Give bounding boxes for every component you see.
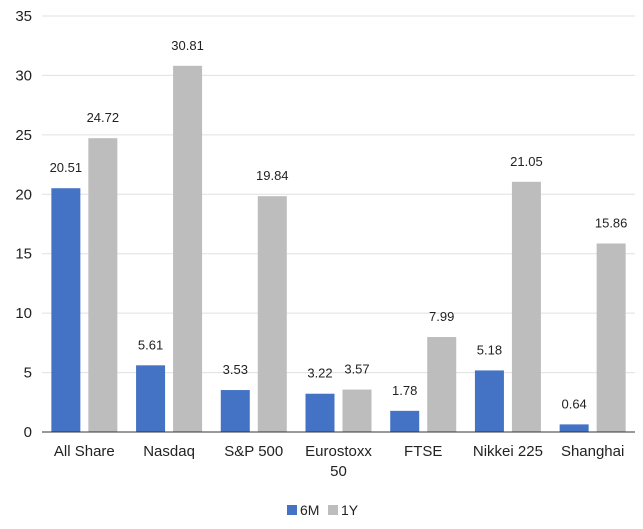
legend-swatch-1y (328, 505, 338, 515)
bar-1y (597, 243, 626, 432)
y-axis-ticks: 0 5 10 15 20 25 30 35 (15, 8, 32, 441)
category-label: Nasdaq (143, 443, 195, 460)
category-label: S&P 500 (224, 443, 283, 460)
data-label: 30.81 (171, 38, 204, 53)
category-label: Nikkei 225 (473, 443, 543, 460)
bar-1y (343, 390, 372, 432)
y-tick-label: 10 (15, 305, 32, 322)
data-label: 7.99 (429, 309, 454, 324)
bar-1y (427, 337, 456, 432)
bar-6m (51, 188, 80, 432)
legend-swatch-6m (287, 505, 297, 515)
data-label: 1.78 (392, 383, 417, 398)
bar-6m (475, 370, 504, 432)
y-tick-label: 15 (15, 246, 32, 263)
category-label: 50 (330, 463, 347, 480)
gridlines (42, 16, 635, 373)
data-label: 19.84 (256, 168, 289, 183)
bar-6m (136, 365, 165, 432)
data-label: 24.72 (87, 110, 120, 125)
data-label: 15.86 (595, 215, 628, 230)
data-label: 0.64 (561, 396, 586, 411)
data-label: 5.18 (477, 342, 502, 357)
bar-1y (258, 196, 287, 432)
legend: 6M 1Y (287, 502, 359, 518)
category-label: FTSE (404, 443, 442, 460)
data-label: 3.53 (223, 362, 248, 377)
bar-6m (306, 394, 335, 432)
data-label: 3.22 (307, 366, 332, 381)
y-tick-label: 25 (15, 127, 32, 144)
y-tick-label: 35 (15, 8, 32, 25)
data-label: 21.05 (510, 154, 543, 169)
y-tick-label: 20 (15, 186, 32, 203)
y-tick-label: 5 (24, 365, 32, 382)
bar-1y (88, 138, 117, 432)
legend-label: 1Y (341, 502, 359, 518)
data-label: 5.61 (138, 337, 163, 352)
bars (51, 66, 625, 432)
legend-label: 6M (300, 502, 319, 518)
y-tick-label: 0 (24, 424, 32, 441)
bar-1y (173, 66, 202, 432)
category-label: All Share (54, 443, 115, 460)
category-label: Shanghai (561, 443, 624, 460)
bar-1y (512, 182, 541, 432)
bar-6m (390, 411, 419, 432)
data-label: 20.51 (50, 160, 83, 175)
category-label: Eurostoxx (305, 443, 372, 460)
data-label: 3.57 (344, 362, 369, 377)
x-axis-categories: All Share Nasdaq S&P 500 Eurostoxx 50 FTSE Nik… (54, 443, 624, 480)
bar-6m (221, 390, 250, 432)
y-tick-label: 30 (15, 67, 32, 84)
bar-6m (560, 424, 589, 432)
